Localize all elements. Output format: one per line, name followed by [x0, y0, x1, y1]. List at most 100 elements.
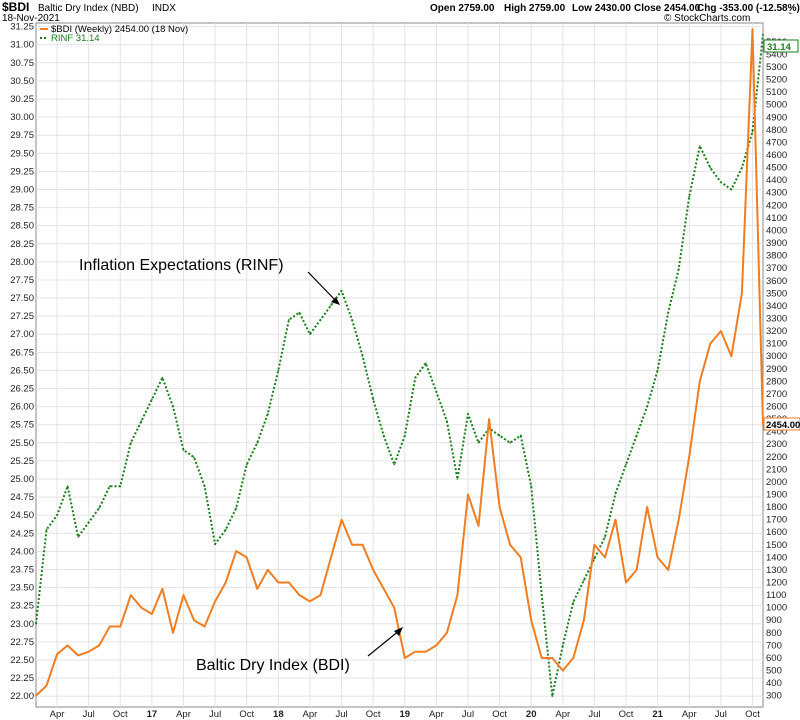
left-tick-label: 30.50 — [10, 76, 34, 87]
point-bdi — [751, 28, 754, 31]
point-rinf — [635, 434, 638, 437]
right-tick-label: 3000 — [766, 351, 787, 362]
point-rinf — [214, 543, 216, 545]
legend-bdi: $BDI (Weekly) 2454.00 (18 Nov) — [51, 24, 188, 35]
point-rinf — [593, 557, 596, 560]
point-rinf — [509, 442, 511, 444]
left-tick-label: 24.00 — [10, 546, 34, 557]
point-bdi — [130, 594, 132, 596]
point-bdi — [77, 654, 79, 657]
point-bdi — [372, 569, 375, 571]
point-bdi — [224, 581, 227, 584]
point-rinf — [530, 485, 532, 488]
point-rinf — [277, 369, 280, 372]
instrument-name: Baltic Dry Index (NBD) — [38, 3, 139, 14]
right-tick-label: 1000 — [766, 603, 787, 614]
point-rinf — [730, 188, 733, 191]
x-tick-label: 18 — [273, 709, 284, 720]
x-tick-label: Oct — [492, 709, 507, 720]
point-bdi — [193, 619, 195, 621]
point-rinf — [741, 167, 743, 169]
point-bdi — [414, 650, 417, 653]
left-tick-label: 23.75 — [10, 564, 34, 575]
point-bdi — [140, 606, 143, 609]
point-bdi — [267, 569, 269, 571]
annotation-bdi: Baltic Dry Index (BDI) — [196, 657, 350, 674]
right-tick-label: 4300 — [766, 188, 787, 199]
right-tick-label: 3400 — [766, 301, 787, 312]
x-tick-label: Oct — [239, 709, 254, 720]
point-bdi — [56, 653, 58, 655]
point-bdi — [330, 556, 332, 559]
point-rinf — [267, 413, 269, 415]
point-bdi — [488, 418, 490, 420]
point-rinf — [109, 485, 111, 488]
right-tick-label: 500 — [766, 666, 782, 677]
right-tick-label: 5300 — [766, 62, 787, 73]
point-rinf — [56, 514, 58, 516]
point-bdi — [572, 657, 575, 659]
point-rinf — [467, 413, 469, 415]
point-bdi — [45, 684, 48, 687]
x-tick-label: Jul — [588, 709, 600, 720]
point-rinf — [172, 405, 174, 408]
right-tick-label: 5400 — [766, 49, 787, 60]
point-rinf — [646, 405, 648, 408]
left-tick-label: 27.25 — [10, 311, 34, 322]
open-value: Open 2759.00 — [430, 3, 495, 14]
point-rinf — [235, 507, 237, 509]
right-tick-label: 1200 — [766, 578, 787, 589]
x-tick-label: Oct — [745, 709, 760, 720]
watermark: © StockCharts.com — [664, 13, 750, 24]
x-tick-label: Apr — [303, 709, 318, 720]
point-bdi — [66, 644, 69, 647]
point-rinf — [688, 195, 690, 198]
right-tick-label: 3300 — [766, 313, 787, 324]
point-rinf — [130, 442, 132, 444]
point-rinf — [119, 485, 122, 488]
left-tick-label: 24.25 — [10, 528, 34, 539]
point-bdi — [677, 518, 680, 521]
point-bdi — [635, 569, 638, 571]
point-rinf — [340, 290, 343, 292]
right-tick-label: 4600 — [766, 150, 787, 161]
x-tick-label: Apr — [429, 709, 444, 720]
right-tick-label: 1900 — [766, 490, 787, 501]
left-tick-label: 29.25 — [10, 166, 34, 177]
point-bdi — [530, 619, 532, 621]
point-bdi — [256, 588, 259, 590]
point-bdi — [593, 544, 596, 546]
last-value-rinf: 31.14 — [763, 39, 799, 53]
point-rinf — [435, 391, 438, 393]
right-tick-label: 4100 — [766, 213, 787, 224]
point-rinf — [319, 319, 322, 321]
point-bdi — [709, 342, 712, 345]
last-value-rinf-box — [763, 39, 799, 53]
left-tick-label: 30.75 — [10, 58, 34, 69]
point-rinf — [667, 311, 669, 314]
left-tick-label: 25.00 — [10, 474, 34, 485]
left-tick-label: 27.75 — [10, 275, 34, 286]
right-tick-label: 1700 — [766, 515, 787, 526]
right-tick-label: 600 — [766, 653, 782, 664]
last-value-rinf-text: 31.14 — [767, 42, 791, 53]
point-bdi — [98, 644, 100, 647]
last-value-bdi-box — [763, 417, 800, 431]
right-tick-label: 1500 — [766, 540, 787, 551]
point-rinf — [720, 181, 722, 183]
point-rinf — [414, 376, 417, 379]
left-tick-label: 22.25 — [10, 673, 34, 684]
point-rinf — [245, 463, 248, 466]
left-tick-label: 30.25 — [10, 94, 34, 105]
right-tick-label: 1100 — [766, 590, 786, 601]
point-rinf — [446, 420, 448, 422]
annotation-bdi-arrow — [367, 629, 401, 657]
point-rinf — [393, 463, 396, 466]
plot-area — [35, 22, 764, 708]
caret-icon — [788, 12, 793, 14]
right-tick-label: 5100 — [766, 87, 787, 98]
change-value: Chg -353.00 (-12.58%) — [697, 3, 800, 14]
point-bdi — [477, 525, 480, 527]
right-tick-label: 1400 — [766, 552, 787, 563]
point-bdi — [393, 606, 396, 609]
